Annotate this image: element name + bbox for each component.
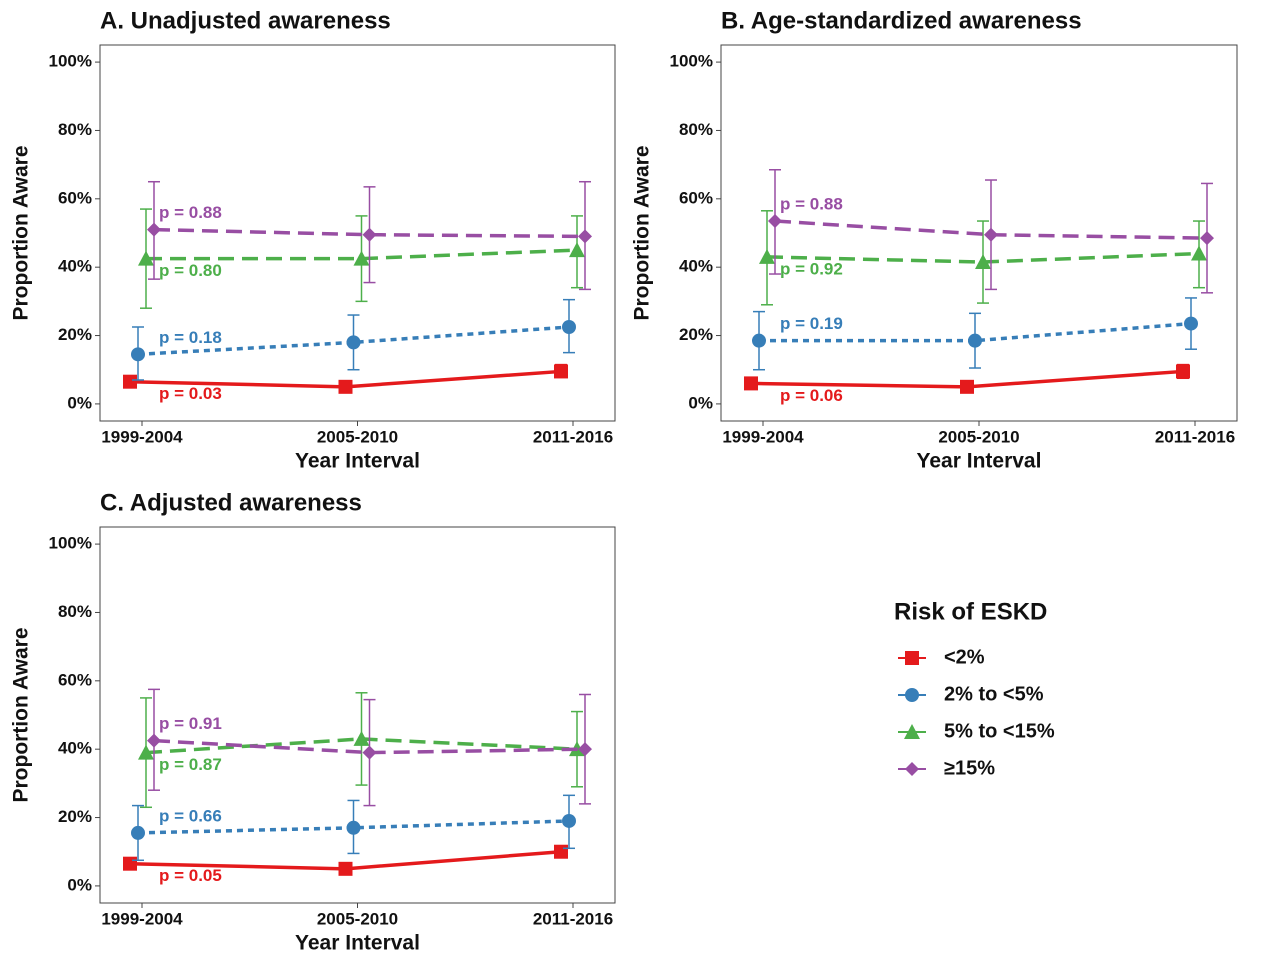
y-tick-label: 20%: [58, 807, 92, 826]
marker: [904, 724, 920, 739]
panel: C. Adjusted awareness Proportion Aware Yea…: [10, 489, 616, 955]
marker: [123, 374, 137, 389]
y-tick-label: 0%: [67, 875, 92, 894]
marker: [1200, 231, 1214, 246]
x-tick-label: 1999-2004: [101, 909, 183, 928]
p-value-label: p = 0.66: [159, 806, 222, 825]
p-value-label: p = 0.88: [780, 195, 843, 214]
x-axis-label: Year Interval: [917, 450, 1042, 473]
marker: [562, 320, 576, 334]
panel-title: A. Unadjusted awareness: [100, 7, 391, 34]
marker: [984, 227, 998, 242]
panel-title: B. Age-standardized awareness: [721, 7, 1082, 34]
y-tick-label: 40%: [58, 739, 92, 758]
marker: [752, 333, 766, 348]
marker: [362, 227, 377, 242]
marker: [768, 214, 782, 229]
y-tick-label: 40%: [58, 257, 92, 276]
p-value-label: p = 0.06: [780, 386, 843, 405]
series-line: [137, 325, 570, 357]
marker: [138, 744, 154, 760]
panel-title: C. Adjusted awareness: [100, 489, 362, 516]
p-value-label: p = 0.88: [159, 203, 222, 222]
marker: [131, 825, 145, 840]
panel: A. Unadjusted awareness Proportion Aware Y…: [10, 7, 616, 473]
marker: [759, 248, 775, 264]
marker: [338, 379, 353, 394]
panel: B. Age-standardized awareness Proportion …: [631, 7, 1238, 473]
x-axis-label: Year Interval: [295, 932, 420, 955]
y-tick-label: 40%: [679, 257, 713, 276]
p-value-label: p = 0.80: [159, 261, 222, 280]
x-tick-label: 2011-2016: [1155, 427, 1235, 446]
y-tick-label: 80%: [58, 602, 92, 621]
marker: [147, 222, 161, 237]
p-value-label: p = 0.19: [780, 314, 843, 333]
y-tick-label: 100%: [49, 52, 92, 71]
marker: [905, 651, 919, 665]
x-tick-label: 2005-2010: [938, 427, 1019, 446]
marker: [346, 335, 361, 350]
x-tick-label: 1999-2004: [101, 427, 183, 446]
marker: [131, 347, 145, 362]
p-value-label: p = 0.87: [159, 755, 222, 774]
y-tick-label: 80%: [58, 120, 92, 139]
p-value-label: p = 0.03: [159, 384, 222, 403]
series-line: [137, 819, 570, 835]
legend-label: 5% to <15%: [944, 720, 1055, 742]
marker: [353, 250, 370, 266]
marker: [138, 250, 154, 266]
marker: [1176, 364, 1190, 379]
x-tick-label: 2005-2010: [317, 427, 398, 446]
p-value-label: p = 0.05: [159, 866, 222, 885]
y-tick-label: 0%: [688, 393, 713, 412]
y-tick-label: 100%: [670, 52, 713, 71]
marker: [905, 688, 919, 702]
marker: [346, 820, 361, 835]
marker: [562, 813, 576, 828]
x-tick-label: 2005-2010: [317, 909, 398, 928]
y-axis-label: Proportion Aware: [631, 145, 654, 320]
legend-title: Risk of ESKD: [894, 598, 1047, 625]
marker: [744, 376, 758, 391]
x-tick-label: 1999-2004: [722, 427, 804, 446]
marker: [554, 364, 568, 379]
marker: [975, 254, 991, 270]
marker: [569, 242, 585, 258]
y-tick-label: 60%: [58, 188, 92, 207]
marker: [578, 229, 592, 244]
marker: [338, 861, 353, 876]
p-value-label: p = 0.92: [780, 259, 843, 278]
marker: [960, 379, 974, 394]
marker: [147, 733, 161, 748]
y-tick-label: 0%: [67, 393, 92, 412]
legend-label: 2% to <5%: [944, 683, 1044, 705]
y-tick-label: 60%: [679, 188, 713, 207]
y-axis-label: Proportion Aware: [10, 145, 33, 320]
y-tick-label: 100%: [49, 534, 92, 553]
marker: [353, 730, 370, 746]
y-tick-label: 20%: [58, 325, 92, 344]
y-axis-label: Proportion Aware: [10, 627, 33, 802]
x-tick-label: 2011-2016: [533, 909, 613, 928]
marker: [905, 762, 919, 776]
p-value-label: p = 0.18: [159, 328, 222, 347]
marker: [554, 844, 568, 859]
p-value-label: p = 0.91: [159, 714, 222, 733]
legend-label: ≥15%: [944, 757, 995, 779]
x-tick-label: 2011-2016: [533, 427, 613, 446]
marker: [1191, 245, 1207, 261]
y-tick-label: 20%: [679, 325, 713, 344]
y-tick-label: 80%: [679, 120, 713, 139]
series-line: [759, 321, 1192, 343]
marker: [123, 856, 137, 871]
marker: [362, 745, 377, 760]
legend-label: <2%: [944, 646, 985, 668]
marker: [578, 742, 592, 757]
y-tick-label: 60%: [58, 670, 92, 689]
marker: [968, 333, 982, 348]
x-axis-label: Year Interval: [295, 450, 420, 473]
marker: [1184, 316, 1198, 331]
